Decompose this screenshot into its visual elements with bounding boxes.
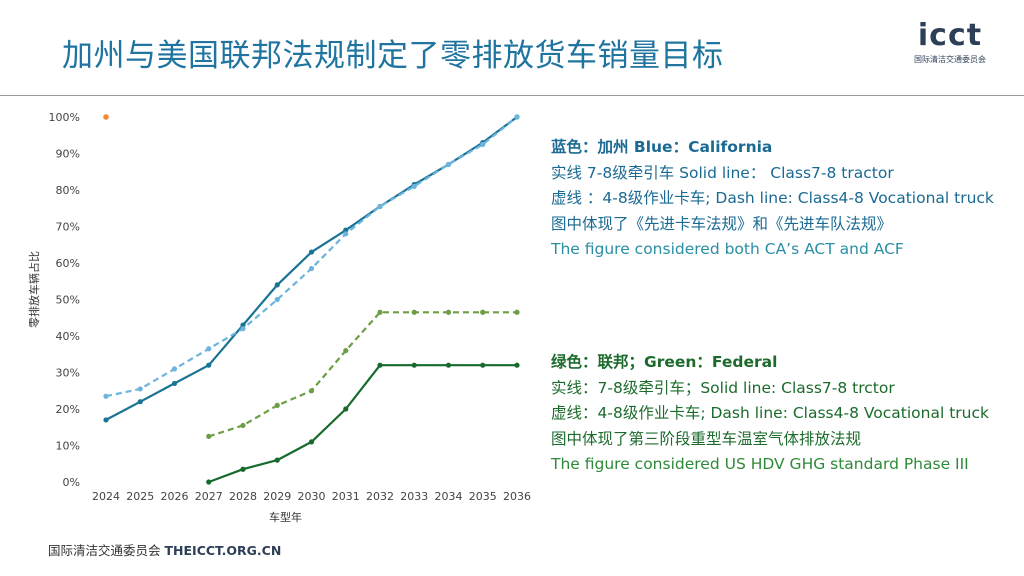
data-point [206, 362, 212, 368]
data-point [445, 309, 452, 315]
data-point [206, 479, 212, 485]
federal-note-line: The figure considered US HDV GHG standar… [551, 455, 969, 473]
data-point [171, 380, 178, 387]
x-axis-title: 车型年 [269, 510, 302, 524]
california-note-line: 虚线 ：4-8级作业卡车; Dash line: Class4-8 Vocati… [551, 189, 994, 207]
y-tick-label: 0% [63, 476, 80, 489]
data-point [308, 388, 315, 394]
icct-logo: icct 国际清洁交通委员会 [908, 20, 992, 65]
california-note-line: 图中体现了《先进卡车法规》和《先进车队法规》 [551, 214, 893, 233]
federal-note-line: 虚线：4-8级作业卡车; Dash line: Class4-8 Vocatio… [551, 404, 989, 422]
federal-note-line: 图中体现了第三阶段重型车温室气体排放法规 [551, 429, 862, 448]
data-point [171, 366, 178, 372]
data-point [377, 203, 383, 210]
x-tick-label: 2028 [229, 490, 257, 503]
logo-mark: icct [917, 18, 983, 53]
data-point [103, 393, 109, 399]
x-tick-label: 2026 [161, 490, 189, 503]
x-tick-label: 2031 [332, 490, 360, 503]
x-tick-label: 2034 [435, 490, 463, 503]
data-point [137, 399, 143, 405]
data-point [343, 231, 349, 237]
footer-org: 国际清洁交通委员会 [48, 543, 161, 558]
y-tick-label: 50% [56, 294, 80, 307]
y-tick-label: 90% [56, 148, 80, 161]
footer-site-link[interactable]: THEICCT.ORG.CN [164, 543, 282, 558]
data-point [240, 322, 246, 328]
page-title: 加州与美国联邦法规制定了零排放货车销量目标 [62, 38, 724, 74]
x-tick-label: 2035 [469, 490, 497, 503]
data-point [343, 227, 349, 233]
data-point [514, 309, 520, 315]
data-point [377, 309, 383, 315]
california-note-line: 实线 7-8级牵引车 Solid line： Class7-8 tractor [551, 163, 894, 182]
data-point [411, 362, 417, 368]
data-point [103, 417, 109, 423]
data-point [274, 296, 280, 303]
x-tick-label: 2027 [195, 490, 223, 503]
data-point [308, 439, 315, 445]
zev-share-chart: 0% 10% 20% 30% 40% 50% 60% 70% 80% 90% 100% 2024 202… [27, 111, 531, 524]
series-line-2 [208, 311, 517, 438]
data-point [411, 183, 417, 189]
federal-note-line: 实线：7-8级牵引车；Solid line: Class7-8 trctor [551, 378, 895, 397]
y-tick-label: 70% [56, 221, 80, 234]
data-point [480, 141, 486, 147]
data-point [343, 406, 349, 412]
series-line-3 [208, 364, 517, 484]
data-point [445, 161, 452, 168]
data-point [206, 346, 212, 352]
data-point [274, 402, 280, 408]
data-point [308, 249, 315, 255]
header-divider [0, 95, 1024, 96]
data-point [274, 282, 280, 288]
footer: 国际清洁交通委员会 THEICCT.ORG.CN [48, 540, 281, 559]
federal-legend-note: 绿色：联邦；Green：Federal 实线：7-8级牵引车；Solid lin… [551, 350, 989, 478]
data-point [206, 433, 212, 439]
data-point [514, 114, 520, 120]
x-tick-label: 2030 [298, 490, 326, 503]
data-point [480, 309, 486, 315]
x-tick-label: 2024 [92, 490, 120, 503]
y-tick-label: 60% [56, 257, 80, 270]
y-tick-label: 10% [56, 440, 80, 453]
y-axis-title: 零排放车辆占比 [27, 251, 41, 328]
y-tick-label: 40% [56, 330, 80, 343]
x-tick-label: 2032 [366, 490, 394, 503]
logo-subtitle: 国际清洁交通委员会 [914, 55, 986, 64]
data-point [308, 265, 315, 272]
data-point [240, 326, 246, 332]
y-tick-label: 80% [56, 184, 80, 197]
y-tick-label: 20% [56, 403, 80, 416]
data-point [445, 362, 452, 368]
data-point [411, 309, 417, 315]
x-tick-label: 2036 [503, 490, 531, 503]
y-tick-label: 30% [56, 367, 80, 380]
data-point [274, 457, 280, 463]
x-tick-label: 2033 [400, 490, 428, 503]
data-point [240, 466, 246, 472]
y-tick-label: 100% [49, 111, 80, 124]
x-tick-label: 2029 [263, 490, 291, 503]
california-note-line: The figure considered both CA’s ACT and … [551, 240, 904, 258]
data-point [377, 362, 383, 368]
data-point [343, 348, 349, 354]
california-legend-note: 蓝色：加州 Blue：California 实线 7-8级牵引车 Solid l… [551, 135, 994, 263]
data-point [480, 362, 486, 368]
federal-note-heading: 绿色：联邦；Green：Federal [551, 353, 778, 371]
data-point [240, 422, 246, 429]
x-tick-label: 2025 [126, 490, 154, 503]
california-note-heading: 蓝色：加州 Blue：California [551, 138, 773, 156]
annotation-marker [103, 114, 109, 120]
data-point [137, 386, 143, 392]
data-point [514, 362, 520, 368]
